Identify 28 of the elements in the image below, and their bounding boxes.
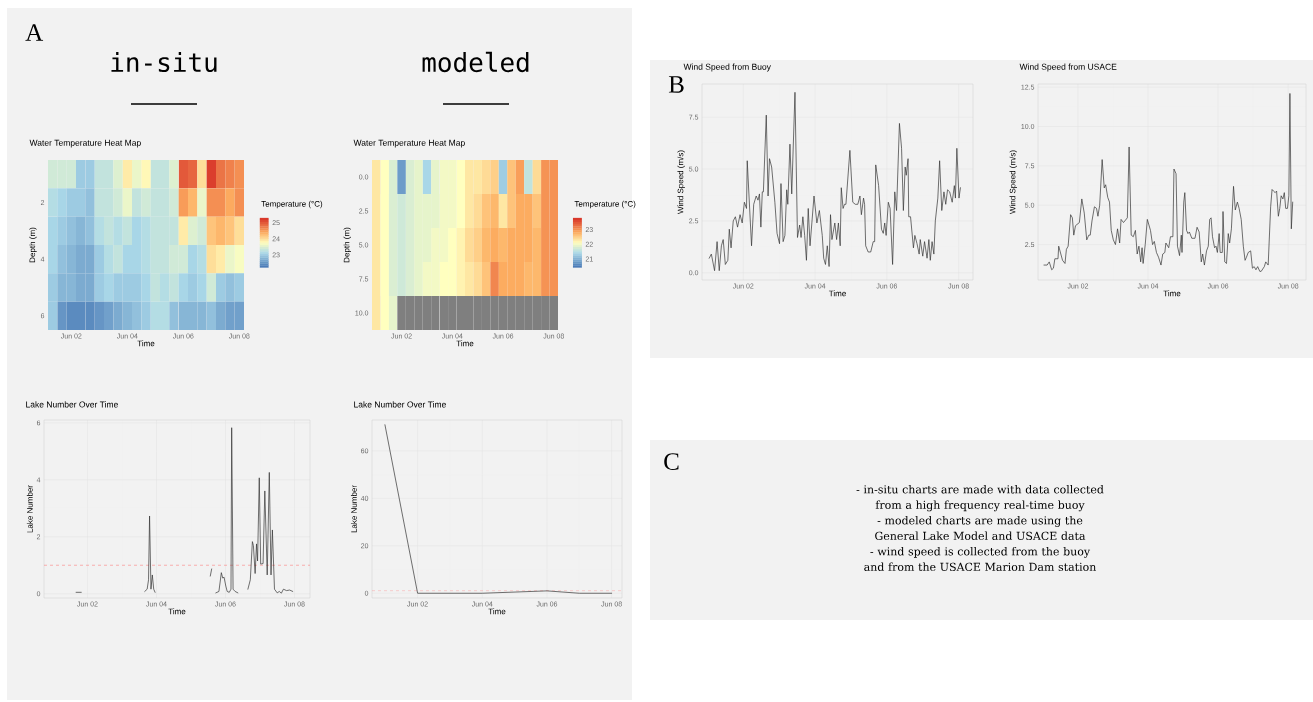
text: B — [668, 76, 684, 93]
chart-title: Wind Speed from Buoy — [683, 63, 771, 72]
x-axis-title: Time — [828, 290, 846, 297]
x-axis-title: Time — [137, 340, 155, 347]
chart-title: Water Temperature Heat Map — [353, 139, 465, 148]
y-axis-title: Lake Number — [350, 485, 357, 533]
y-axis-title: Depth (m) — [343, 227, 351, 263]
text: - modeled charts are made using the General Lake Model and USACE data — [875, 516, 1086, 541]
x-axis-title: Time — [1163, 290, 1181, 297]
chart-title: Water Temperature Heat Map — [29, 139, 141, 148]
x-axis-title: Time — [456, 340, 474, 347]
x-axis-title: Time — [168, 608, 186, 615]
y-axis-title: Wind Speed (m/s) — [677, 150, 685, 214]
text: - wind speed is collected from the buoy and from the USACE Marion Dam station — [864, 547, 1097, 572]
y-axis-title: Wind Speed (m/s) — [1009, 150, 1017, 214]
y-axis-title: Lake Number — [26, 485, 33, 533]
text: modeled — [422, 51, 529, 73]
text: C — [664, 453, 679, 471]
text: in-situ — [111, 51, 217, 73]
text: A — [25, 24, 44, 41]
chart-title: Lake Number Over Time — [354, 401, 446, 408]
color-bar-title: Temperature (°C) — [261, 200, 323, 209]
chart-title: Lake Number Over Time — [26, 401, 118, 408]
color-bar-title: Temperature (°C) — [574, 200, 636, 209]
y-axis-title: Depth (m) — [29, 227, 37, 263]
text: - in-situ charts are made with data collected from a high frequency real-time buoy — [856, 485, 1104, 512]
chart-title: Wind Speed from USACE — [1019, 63, 1117, 72]
x-axis-title: Time — [488, 608, 506, 615]
